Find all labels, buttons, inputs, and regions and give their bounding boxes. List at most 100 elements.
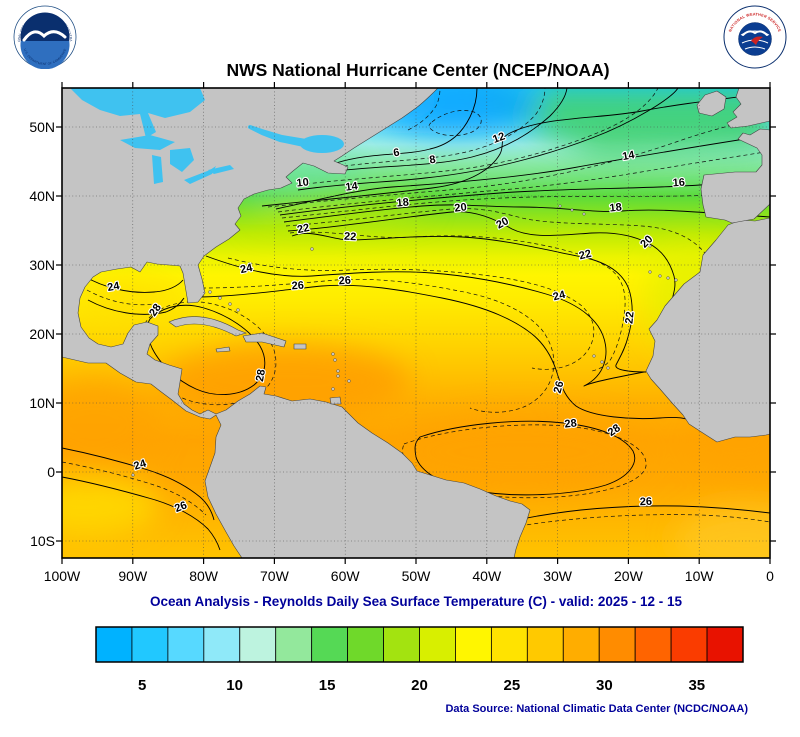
colorbar-tick-label: 10 [226, 677, 243, 694]
lon-tick-label: 100W [44, 568, 81, 584]
colorbar-segment [203, 626, 241, 663]
isotherm-label: 22 [623, 311, 636, 324]
hudson-bay [70, 88, 205, 138]
lake-superior [120, 135, 175, 150]
colorbar-segment [347, 626, 384, 663]
isotherm-label: 26 [640, 496, 653, 508]
colorbar-segment [526, 626, 564, 663]
isotherm-label: 26 [291, 280, 304, 293]
page-title: NWS National Hurricane Center (NCEP/NOAA… [226, 60, 610, 80]
colorbar-tick-label: 30 [596, 677, 613, 694]
isotherms-solid [62, 88, 770, 551]
lat-tick-label: 10N [29, 395, 55, 411]
lon-tick-label: 80W [189, 568, 219, 584]
noaa-logo: NATIONAL OCEANIC AND ATMOSPHERIC ADMINIS… [12, 2, 77, 70]
colorbar-segment [706, 626, 744, 663]
land-britain [726, 88, 770, 129]
isotherm-26-pacific [62, 476, 221, 551]
latitude-axis-labels: 50N 40N 30N 20N 10N 0 10S [29, 119, 55, 549]
isotherm-label: 28 [254, 368, 268, 382]
longitude-axis-labels: 100W 90W 80W 70W 60W 50W 40W 30W 20W 10W 0 [44, 568, 774, 584]
colorbar-tick-label: 15 [319, 677, 336, 694]
st-lawrence-river [248, 125, 308, 147]
isotherm-label: 26 [338, 275, 351, 288]
isotherm-28-equatorial [414, 420, 635, 496]
lon-tick-label: 60W [331, 568, 361, 584]
inland-water [70, 88, 344, 184]
land-hispaniola [242, 332, 287, 348]
lat-tick-label: 0 [47, 464, 55, 480]
colorbar-segment [239, 626, 277, 663]
isotherm-label: 24 [239, 262, 254, 276]
lake-erie [184, 166, 216, 184]
isotherm-label: 20 [454, 201, 468, 214]
isotherm-label: 24 [106, 280, 121, 294]
isotherm-label: 8 [429, 154, 437, 167]
isotherm-label: 18 [396, 197, 409, 210]
lon-tick-label: 10W [685, 568, 715, 584]
lat-tick-label: 30N [29, 257, 55, 273]
lon-tick-label: 70W [260, 568, 290, 584]
land-masses [62, 88, 770, 558]
lake-ontario [208, 165, 234, 174]
colorbar-tick-label: 20 [411, 677, 428, 694]
colorbar-segment [455, 626, 492, 663]
axis-tick-marks [56, 82, 776, 564]
isotherm-14 [275, 134, 770, 210]
land-iberia-france [700, 128, 770, 224]
lat-tick-label: 50N [29, 119, 55, 135]
lon-tick-label: 20W [614, 568, 644, 584]
lake-huron [170, 148, 194, 172]
isotherm-label: 24 [552, 289, 568, 304]
land-trinidad [329, 396, 342, 405]
isotherm-label: 14 [345, 180, 359, 194]
colorbar-segment [383, 626, 420, 663]
isotherm-label: 26 [552, 380, 567, 395]
lat-tick-label: 40N [29, 188, 55, 204]
isotherm-label: 12 [491, 130, 507, 145]
lon-tick-label: 0 [766, 568, 774, 584]
colorbar-segment [311, 626, 349, 663]
noaa-gull-icon [22, 30, 67, 42]
isotherm-24 [205, 255, 645, 387]
nws-globe-arc [744, 46, 766, 50]
colorbar-tick-labels: 5 10 15 20 25 30 35 [138, 677, 705, 694]
colorbar-segment [634, 626, 672, 663]
isotherm-label: 16 [672, 177, 685, 190]
colorbar-tick-label: 35 [688, 677, 705, 694]
small-islands [131, 204, 678, 477]
isotherm-label: 22 [344, 231, 357, 244]
isotherm-label: 22 [296, 222, 310, 236]
colorbar-frame [95, 626, 744, 663]
isotherm-label: 22 [578, 248, 593, 263]
isotherm-20 [287, 211, 676, 303]
isotherm-label: 6 [392, 147, 400, 160]
isotherm-12 [261, 92, 770, 207]
map-caption: Ocean Analysis - Reynolds Daily Sea Surf… [150, 594, 682, 609]
land-ireland [696, 90, 727, 117]
colorbar-segment [275, 626, 313, 663]
isotherm-24-gulf [83, 275, 184, 293]
lon-tick-label: 30W [543, 568, 573, 584]
isotherm-22 [291, 232, 647, 373]
isotherm-26-south [507, 505, 770, 523]
data-source-text: Data Source: National Climatic Data Cent… [445, 703, 748, 715]
lon-tick-label: 90W [118, 568, 148, 584]
lat-tick-label: 10S [30, 533, 55, 549]
isotherm-18 [283, 204, 770, 223]
isotherm-28-caribbean [146, 304, 266, 395]
isotherm-24-pacific [62, 447, 215, 521]
colorbar-tick-label: 5 [138, 677, 146, 694]
colorbar-segment [167, 626, 205, 663]
isotherms-dashed [62, 88, 770, 533]
land-americas [62, 88, 531, 558]
isotherm-label: 14 [621, 149, 636, 163]
nws-red-bird-icon [751, 36, 763, 45]
colorbar-tick-label: 25 [504, 677, 521, 694]
land-cuba [168, 316, 247, 337]
colorbar-segment [562, 626, 600, 663]
ocean-field [62, 88, 770, 558]
lake-michigan [152, 155, 163, 184]
